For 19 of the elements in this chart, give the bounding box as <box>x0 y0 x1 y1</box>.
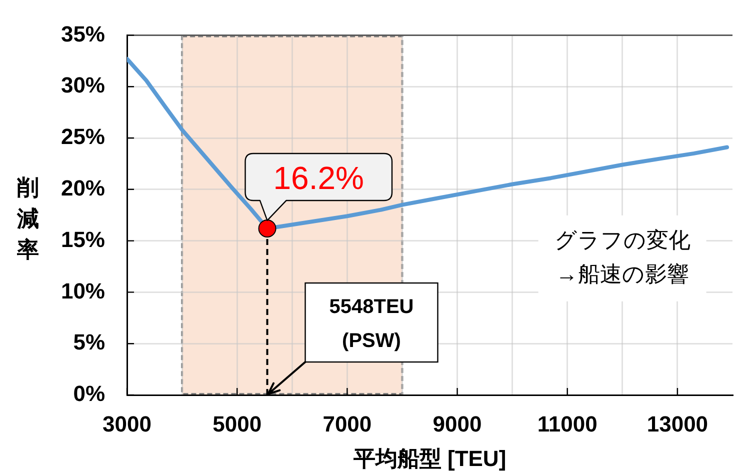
y-tick-label: 15% <box>60 226 105 252</box>
annotation: 5548TEU (PSW) <box>329 296 414 352</box>
x-tick-label: 3000 <box>102 411 152 436</box>
x-tick-label: 7000 <box>322 411 372 436</box>
x-tick-label: 9000 <box>432 411 482 436</box>
x-tick-label: 5000 <box>212 411 262 436</box>
y-tick-label: 5% <box>73 330 105 355</box>
x-tick-label: 13000 <box>646 411 708 436</box>
data-label: 16.2% <box>273 160 364 196</box>
y-tick-label: 35% <box>60 21 105 46</box>
y-tick-label: 0% <box>73 381 105 406</box>
x-axis-title: 平均船型 [TEU] <box>352 446 506 472</box>
y-axis-title: 削減率 <box>16 175 39 262</box>
y-tick-label: 20% <box>60 175 105 200</box>
x-tick-label: 11000 <box>537 411 598 436</box>
y-tick-label: 30% <box>60 72 105 98</box>
y-tick-label: 25% <box>60 124 105 150</box>
y-tick-label: 10% <box>60 278 105 304</box>
annotation: グラフの変化 →船速の影響 <box>554 227 690 286</box>
